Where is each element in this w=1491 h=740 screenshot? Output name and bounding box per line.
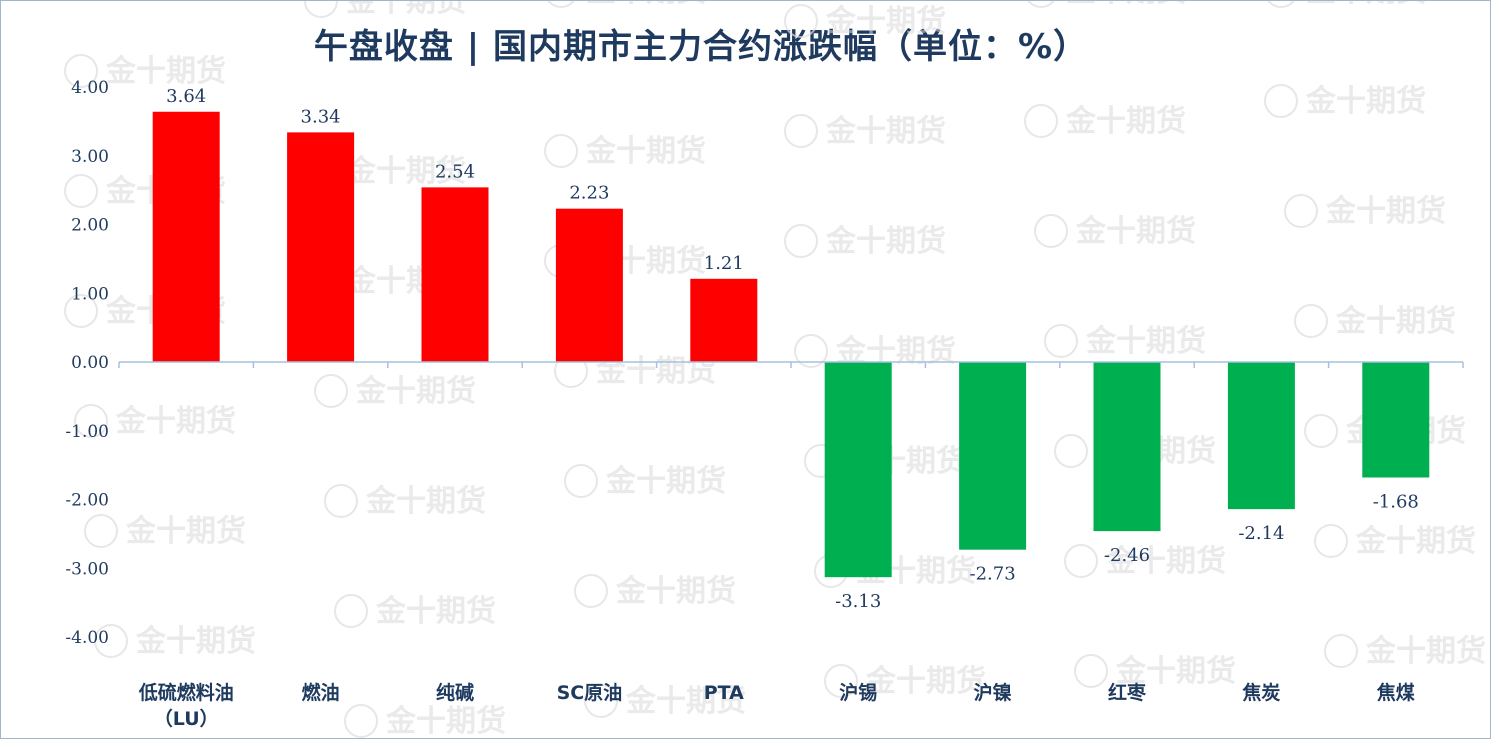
y-tick-label: 3.00 xyxy=(71,147,109,167)
watermark: 金十期货 xyxy=(1105,544,1226,579)
y-tick-label: -2.00 xyxy=(65,491,109,511)
x-tick-labels: 低硫燃料油（LU） 燃油 纯碱 SC原油 PTA 沪锡 沪镍 红枣 焦炭 焦煤 xyxy=(138,681,1415,730)
watermark: 金十期货 xyxy=(1085,324,1206,359)
watermark: 金十期货 xyxy=(825,224,946,259)
category-label: SC原油 xyxy=(557,682,623,704)
watermark: 金十期货 xyxy=(355,374,476,409)
data-label: -2.14 xyxy=(1238,523,1284,544)
watermark: 金十期货 xyxy=(825,114,946,149)
watermark: 金十期货 xyxy=(375,594,496,629)
watermark: 金十期货 xyxy=(365,484,486,519)
data-label: 3.34 xyxy=(301,106,341,127)
watermark: 金十期货 xyxy=(625,684,746,719)
bar xyxy=(555,208,623,362)
category-label: 红枣 xyxy=(1108,681,1147,704)
watermark: 金十期货 xyxy=(1335,304,1456,339)
y-tick-label: 4.00 xyxy=(71,78,109,98)
bar xyxy=(287,132,355,362)
watermark: 金十期货 xyxy=(605,464,726,499)
watermark: 金十期货 xyxy=(1365,634,1486,669)
category-label: 燃油 xyxy=(302,681,340,704)
watermark: 金十期货 xyxy=(1305,84,1426,119)
bar xyxy=(824,362,892,578)
y-tick-label: -4.00 xyxy=(65,628,109,648)
category-label: 沪镍 xyxy=(974,681,1012,704)
watermark: 金十期货 xyxy=(1355,524,1476,559)
watermark: 金十期货 xyxy=(115,404,236,439)
data-label: 1.21 xyxy=(704,253,744,274)
bars xyxy=(152,111,1430,578)
bar xyxy=(1362,362,1430,478)
watermark: 金十期货 xyxy=(105,54,226,89)
watermark: 金十期货 xyxy=(1305,1,1426,9)
watermark: 金十期货 xyxy=(615,574,736,609)
watermark: 金十期货 xyxy=(1065,1,1186,9)
watermark: 金十期货 xyxy=(585,134,706,169)
watermark: 金十期货 xyxy=(1065,104,1186,139)
data-label: -3.13 xyxy=(835,591,881,612)
watermark: 金十期货 xyxy=(585,1,706,9)
y-ticks: 4.00 3.00 2.00 1.00 0.00 -1.00 -2.00 -3.00 -4.00 xyxy=(65,78,109,648)
watermark: 金十期货 xyxy=(1325,194,1446,229)
category-label: 沪锡 xyxy=(839,681,877,704)
watermark: 金十期货 xyxy=(1075,214,1196,249)
y-tick-label: 0.00 xyxy=(71,353,109,373)
watermark: 金十期货 xyxy=(825,4,946,39)
data-label: 2.54 xyxy=(435,161,475,182)
y-tick-label: -3.00 xyxy=(65,559,109,579)
bar xyxy=(421,187,489,362)
category-label: 纯碱 xyxy=(436,681,474,704)
bar xyxy=(152,111,220,362)
watermark: 金十期货 xyxy=(865,664,986,699)
data-label: 2.23 xyxy=(569,183,609,204)
category-label: 焦炭 xyxy=(1241,681,1280,704)
watermark: 金十期货 xyxy=(345,1,466,19)
bar xyxy=(1093,362,1161,532)
category-label: 焦煤 xyxy=(1376,681,1415,704)
value-labels: 3.64 3.34 2.54 2.23 1.21 -3.13 -2.73 -2.46 -2.14… xyxy=(166,86,1419,612)
watermark: 金十期货 xyxy=(1115,654,1236,689)
bar xyxy=(1227,362,1295,510)
watermark: 金十期货 xyxy=(345,154,466,189)
bar xyxy=(690,278,758,362)
data-label: -2.46 xyxy=(1104,545,1150,566)
y-tick-label: 2.00 xyxy=(71,216,109,236)
watermark: 金十期货 xyxy=(135,624,256,659)
data-label: -1.68 xyxy=(1373,492,1419,513)
y-tick-label: 1.00 xyxy=(71,284,109,304)
bar xyxy=(959,362,1027,550)
category-label: 低硫燃料油（LU） xyxy=(138,681,234,730)
data-label: -2.73 xyxy=(970,564,1016,585)
category-label: PTA xyxy=(704,682,744,704)
chart-title: 午盘收盘 | 国内期市主力合约涨跌幅（单位：%） xyxy=(313,27,1089,67)
y-tick-label: -1.00 xyxy=(65,422,109,442)
x-axis xyxy=(118,361,1464,368)
watermark: 金十期货 xyxy=(125,514,246,549)
data-label: 3.64 xyxy=(166,86,206,107)
watermark: 金十期货 xyxy=(385,704,506,739)
